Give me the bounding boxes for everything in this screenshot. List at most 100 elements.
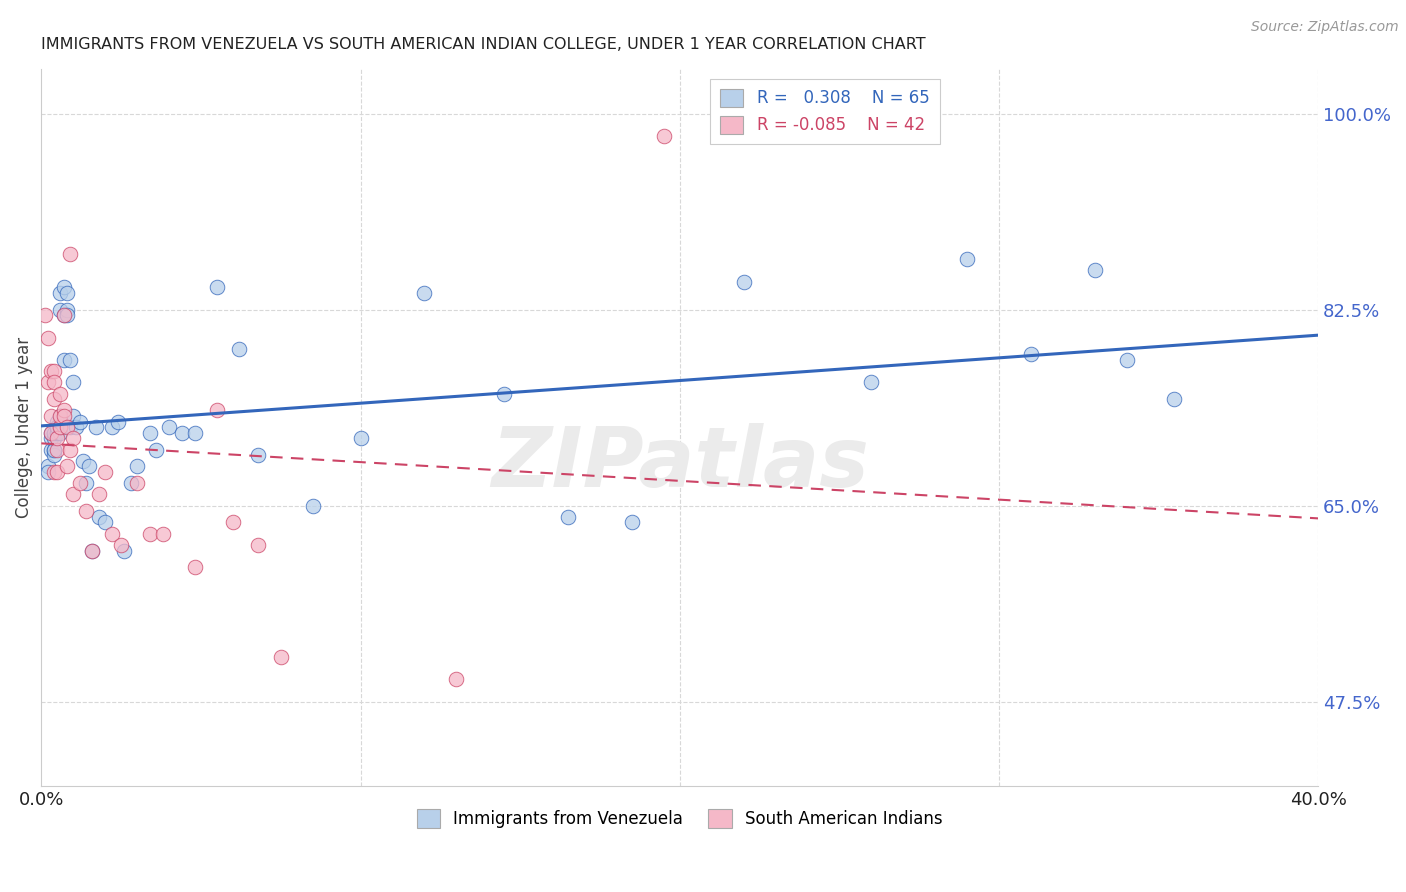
Point <box>52 403 75 417</box>
Point <box>247 448 270 462</box>
Point <box>56 308 79 322</box>
Point <box>39 442 62 457</box>
Point <box>42 376 65 390</box>
Point <box>205 280 228 294</box>
Point <box>65 420 87 434</box>
Point <box>56 285 79 300</box>
Point <box>557 509 579 524</box>
Point <box>49 302 72 317</box>
Point <box>139 526 162 541</box>
Point <box>56 302 79 317</box>
Point <box>127 476 149 491</box>
Point <box>77 459 100 474</box>
Point <box>100 420 122 434</box>
Point <box>145 442 167 457</box>
Point <box>301 499 323 513</box>
Point <box>205 403 228 417</box>
Legend: Immigrants from Venezuela, South American Indians: Immigrants from Venezuela, South America… <box>411 803 949 835</box>
Y-axis label: College, Under 1 year: College, Under 1 year <box>15 336 32 518</box>
Point <box>413 285 436 300</box>
Point <box>860 376 883 390</box>
Point <box>620 516 643 530</box>
Point <box>62 487 84 501</box>
Point <box>49 409 72 423</box>
Point <box>82 543 104 558</box>
Point <box>733 275 755 289</box>
Text: Source: ZipAtlas.com: Source: ZipAtlas.com <box>1251 20 1399 34</box>
Point <box>49 420 72 434</box>
Point <box>37 465 59 479</box>
Point <box>69 415 91 429</box>
Point <box>75 504 97 518</box>
Point <box>100 526 122 541</box>
Point <box>42 392 65 407</box>
Point <box>46 432 69 446</box>
Point <box>46 420 69 434</box>
Point <box>956 252 979 267</box>
Point <box>446 673 468 687</box>
Point <box>1163 392 1185 407</box>
Point <box>87 509 110 524</box>
Point <box>157 420 180 434</box>
Point <box>82 543 104 558</box>
Point <box>39 432 62 446</box>
Point <box>52 308 75 322</box>
Point <box>46 415 69 429</box>
Point <box>42 448 65 462</box>
Point <box>37 376 59 390</box>
Point <box>1115 353 1137 368</box>
Point <box>37 459 59 474</box>
Point <box>84 420 107 434</box>
Point <box>46 420 69 434</box>
Point <box>69 476 91 491</box>
Point <box>39 425 62 440</box>
Point <box>46 465 69 479</box>
Point <box>42 465 65 479</box>
Point <box>152 526 174 541</box>
Point <box>222 516 245 530</box>
Point <box>42 425 65 440</box>
Point <box>52 280 75 294</box>
Point <box>49 420 72 434</box>
Point <box>42 442 65 457</box>
Point <box>39 425 62 440</box>
Point <box>94 465 117 479</box>
Point <box>52 353 75 368</box>
Point <box>49 425 72 440</box>
Point <box>247 538 270 552</box>
Point <box>110 538 132 552</box>
Point <box>127 459 149 474</box>
Point <box>49 409 72 423</box>
Point <box>75 476 97 491</box>
Point <box>59 246 82 260</box>
Point <box>87 487 110 501</box>
Point <box>120 476 142 491</box>
Point <box>183 425 205 440</box>
Point <box>652 128 675 143</box>
Point <box>34 308 56 322</box>
Text: ZIPatlas: ZIPatlas <box>491 423 869 504</box>
Point <box>72 454 94 468</box>
Point <box>42 442 65 457</box>
Point <box>94 516 117 530</box>
Point <box>112 543 135 558</box>
Point <box>183 560 205 574</box>
Point <box>59 353 82 368</box>
Point <box>52 409 75 423</box>
Point <box>62 409 84 423</box>
Point <box>39 409 62 423</box>
Point <box>49 285 72 300</box>
Point <box>59 442 82 457</box>
Point <box>170 425 193 440</box>
Point <box>39 364 62 378</box>
Point <box>42 364 65 378</box>
Point <box>59 420 82 434</box>
Point <box>42 432 65 446</box>
Point <box>270 649 292 664</box>
Point <box>139 425 162 440</box>
Point <box>49 386 72 401</box>
Point <box>107 415 129 429</box>
Point <box>1019 347 1042 361</box>
Point <box>52 308 75 322</box>
Point <box>62 432 84 446</box>
